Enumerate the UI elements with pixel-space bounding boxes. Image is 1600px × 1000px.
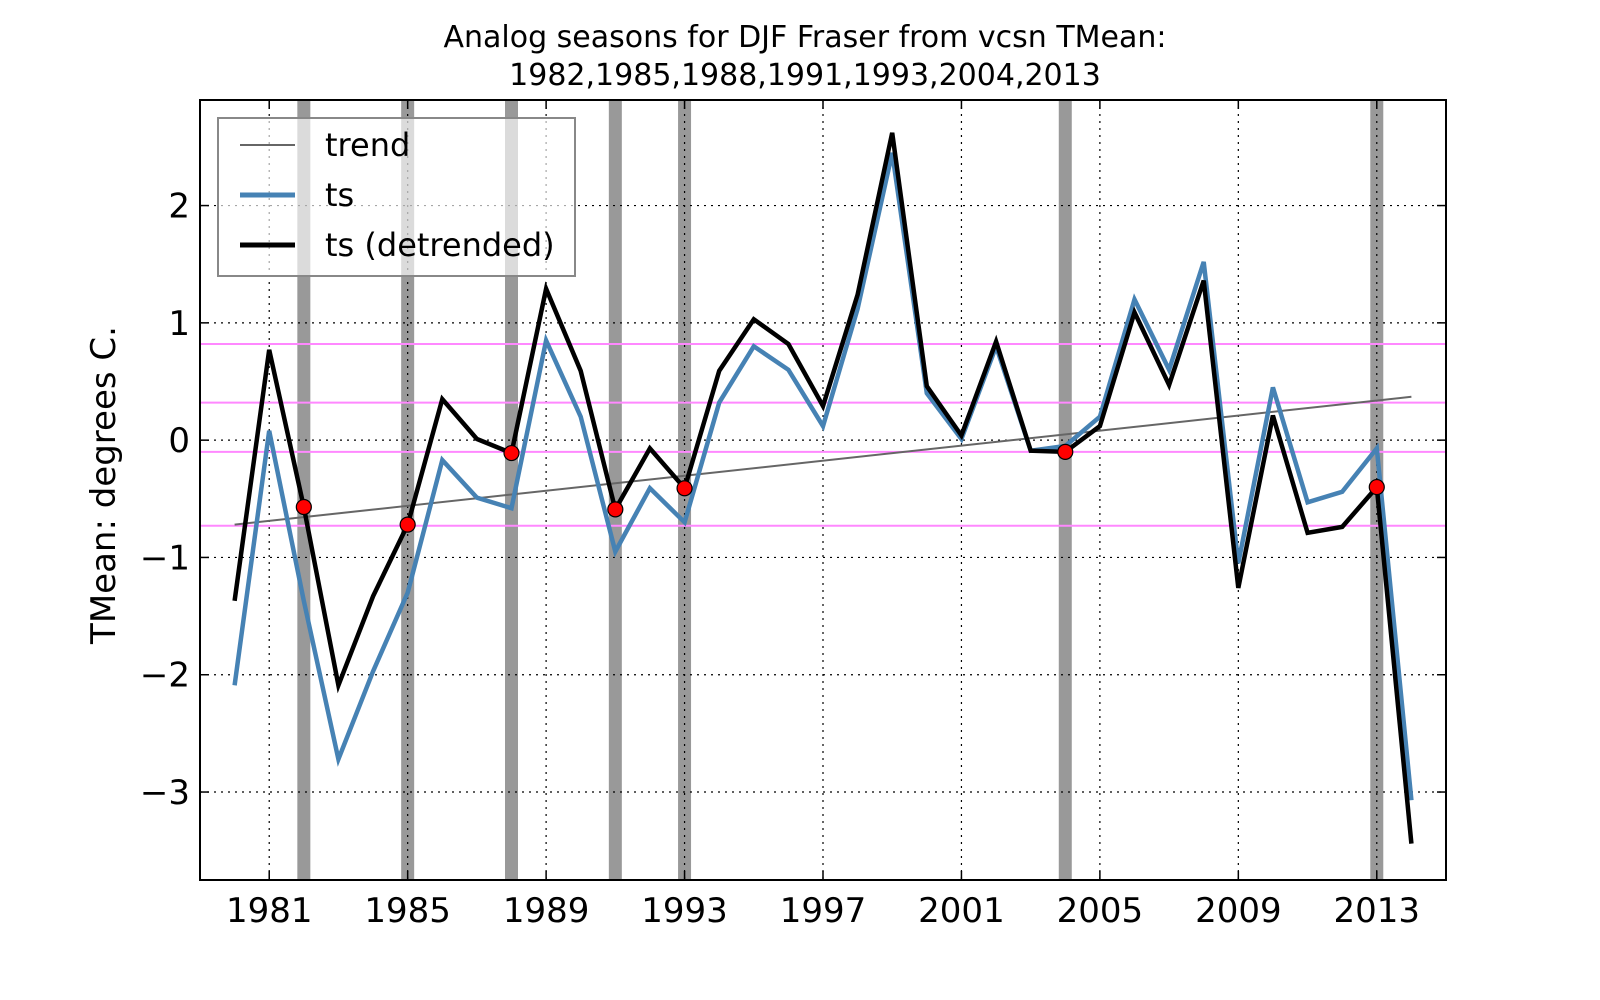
analog-band-2004 <box>1058 100 1072 880</box>
analog-marker-1985 <box>399 516 416 533</box>
x-tick-label-1981: 1981 <box>226 891 313 931</box>
analog-marker-2013 <box>1368 478 1385 496</box>
series-line-ts-detrended <box>232 132 1414 844</box>
x-tick-label-2001: 2001 <box>918 891 1005 931</box>
gridlines <box>200 100 1446 880</box>
legend-label-ts-detrended: ts (detrended) <box>325 226 555 264</box>
series-lines <box>232 132 1414 844</box>
y-tick-label-0: 0 <box>168 421 190 461</box>
y-tick-label-1: 1 <box>168 304 190 344</box>
analog-marker-2004 <box>1057 443 1074 460</box>
legend: trend ts ts (detrended) <box>217 117 576 277</box>
analog-band-1991 <box>608 100 622 880</box>
x-tick-label-2013: 2013 <box>1334 891 1421 931</box>
x-tick-label-1997: 1997 <box>780 891 867 931</box>
analog-band-1982 <box>297 100 311 880</box>
x-tick-label-1989: 1989 <box>503 891 590 931</box>
y-tick-label--2: −2 <box>140 656 190 696</box>
legend-label-trend: trend <box>325 126 410 164</box>
analog-marker-1991 <box>607 501 624 518</box>
x-tick-label-2009: 2009 <box>1195 891 1282 931</box>
analog-band-1985 <box>401 100 415 880</box>
analog-band-1988 <box>505 100 518 880</box>
y-tick-label--3: −3 <box>140 773 190 813</box>
y-tick-label-2: 2 <box>168 187 190 227</box>
series-line-ts <box>232 152 1414 801</box>
y-axis-label: TMean: degrees C. <box>84 326 124 645</box>
x-tick-label-1993: 1993 <box>641 891 728 931</box>
chart-title-line2: 1982,1985,1988,1991,1993,2004,2013 <box>509 58 1101 93</box>
x-tick-label-1985: 1985 <box>364 891 451 931</box>
axis-ticks: 1981 1985 1989 1993 1997 2001 2005 2009 2013 −3 −2… <box>140 100 1446 931</box>
y-tick-label--1: −1 <box>140 538 190 578</box>
x-tick-label-2005: 2005 <box>1057 891 1144 931</box>
analog-marker-1982 <box>295 498 312 516</box>
analog-marker-1993 <box>676 480 693 497</box>
chart-title-line1: Analog seasons for DJF Fraser from vcsn … <box>443 20 1166 55</box>
legend-label-ts: ts <box>325 176 354 214</box>
analog-markers <box>295 443 1385 533</box>
reference-lines <box>200 342 1446 527</box>
analog-marker-1988 <box>503 444 520 462</box>
